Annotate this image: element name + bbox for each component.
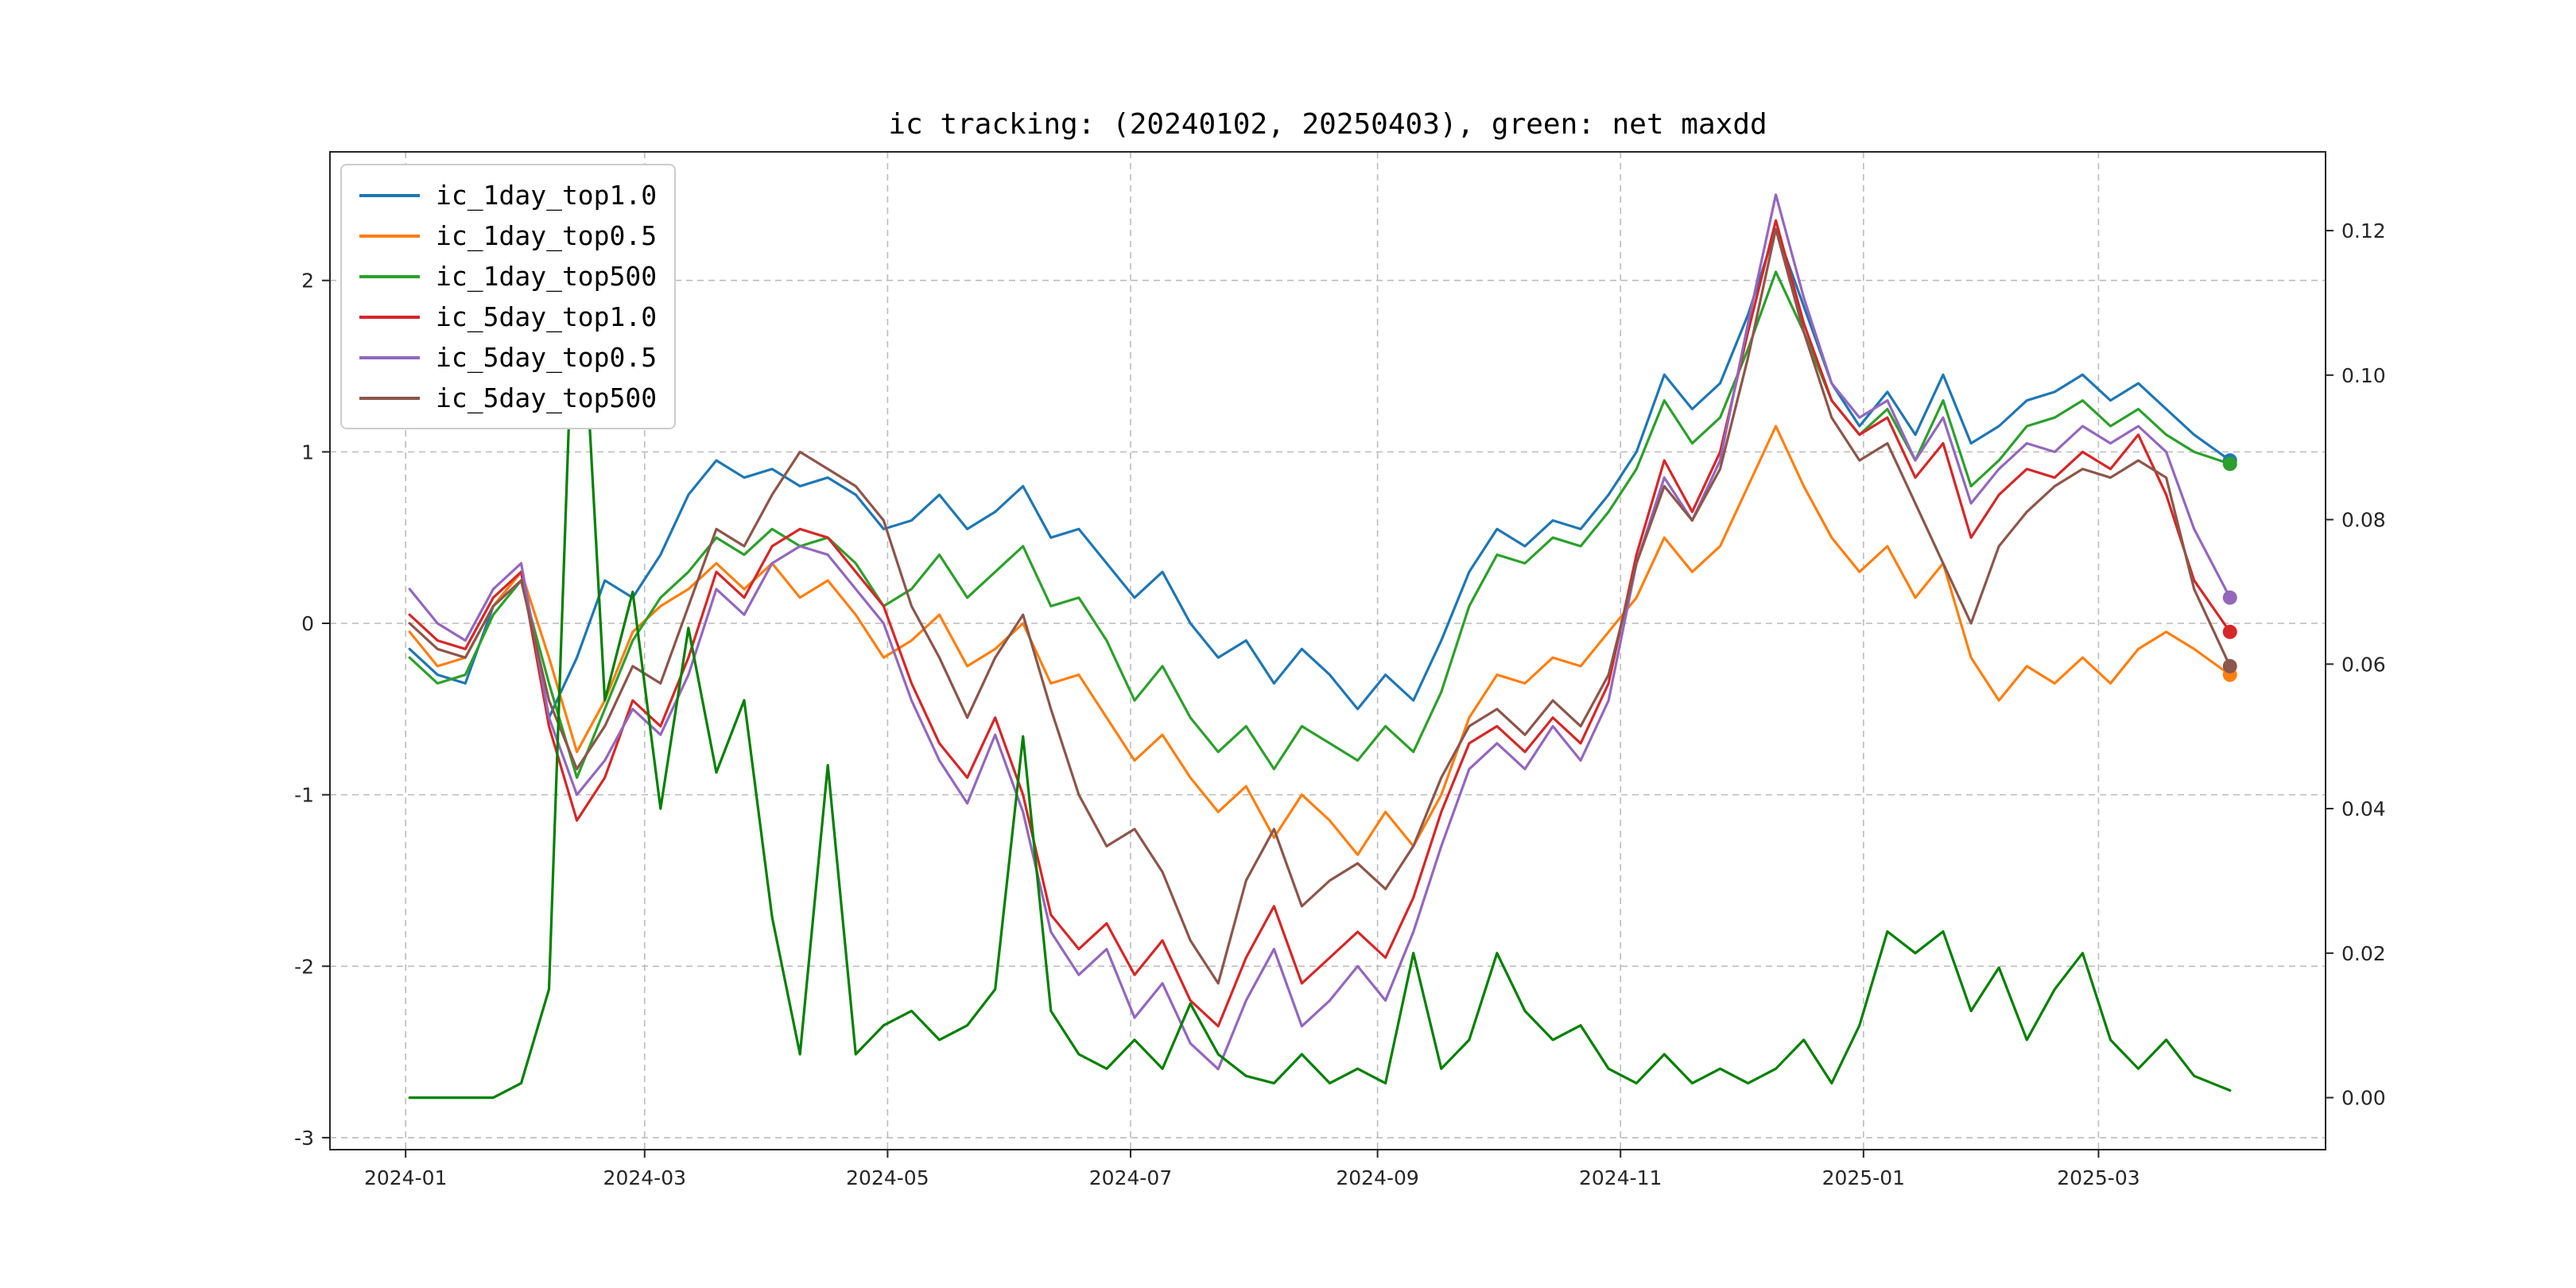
legend-line-sample [359, 193, 420, 197]
legend-item: ic_1day_top0.5 [359, 215, 657, 256]
line-ic_5day_top0.5 [408, 193, 2232, 1071]
x-tick-label: 2024-11 [1579, 1166, 1662, 1189]
right-tick-label: 0.12 [2341, 219, 2386, 242]
end-dot-ic_5day_top1.0 [2222, 624, 2237, 639]
right-tick-label: 0.06 [2341, 653, 2386, 676]
left-tick-label: 1 [301, 440, 314, 464]
x-tick-label: 2025-03 [2057, 1166, 2140, 1189]
left-tick-label: -1 [294, 784, 314, 807]
legend-label: ic_5day_top0.5 [436, 342, 658, 373]
right-tick-label: 0.04 [2341, 797, 2386, 821]
legend-item: ic_5day_top1.0 [359, 297, 657, 337]
legend-line-sample [359, 274, 420, 278]
right-tick-label: 0.02 [2341, 942, 2386, 965]
legend-line-sample [359, 315, 420, 319]
x-tick-label: 2025-01 [1822, 1166, 1905, 1189]
x-tick-label: 2024-09 [1336, 1166, 1418, 1189]
x-tick-label: 2024-05 [846, 1166, 929, 1189]
right-tick-label: 0.00 [2341, 1087, 2386, 1110]
legend: ic_1day_top1.0 ic_1day_top0.5 ic_1day_to… [340, 164, 677, 429]
legend-item: ic_1day_top500 [359, 256, 657, 297]
left-tick-label: -3 [294, 1127, 314, 1150]
legend-label: ic_5day_top1.0 [436, 301, 658, 332]
left-tick-label: -2 [294, 955, 314, 978]
end-dot-ic_5day_top500 [2222, 658, 2237, 673]
right-tick-label: 0.08 [2341, 509, 2386, 532]
legend-item: ic_5day_top500 [359, 378, 657, 418]
end-dot-ic_5day_top0.5 [2222, 590, 2237, 605]
x-tick-label: 2024-01 [364, 1166, 447, 1189]
x-tick-label: 2024-03 [603, 1166, 686, 1189]
x-tick-label: 2024-07 [1089, 1166, 1172, 1189]
end-dot-ic_1day_top500 [2222, 456, 2237, 471]
legend-item: ic_5day_top0.5 [359, 337, 657, 378]
plot-frame [329, 151, 2326, 1150]
line-ic_1day_top1.0 [408, 227, 2232, 720]
line-net-maxdd [408, 193, 2232, 1100]
legend-label: ic_5day_top500 [436, 382, 658, 413]
left-tick-label: 0 [301, 612, 314, 635]
line-ic_1day_top500 [408, 270, 2232, 779]
legend-label: ic_1day_top1.0 [436, 180, 658, 211]
legend-line-sample [359, 234, 420, 238]
legend-line-sample [359, 355, 420, 359]
left-tick-label: 2 [301, 270, 314, 293]
right-tick-label: 0.10 [2341, 364, 2386, 387]
legend-item: ic_1day_top1.0 [359, 175, 657, 215]
legend-line-sample [359, 396, 420, 400]
legend-label: ic_1day_top0.5 [436, 220, 658, 251]
line-ic_1day_top0.5 [408, 425, 2232, 856]
chart-title: ic tracking: (20240102, 20250403), green… [888, 108, 1767, 141]
line-ic_5day_top1.0 [408, 219, 2232, 1028]
legend-label: ic_1day_top500 [436, 261, 658, 292]
line-ic_5day_top500 [408, 227, 2232, 985]
